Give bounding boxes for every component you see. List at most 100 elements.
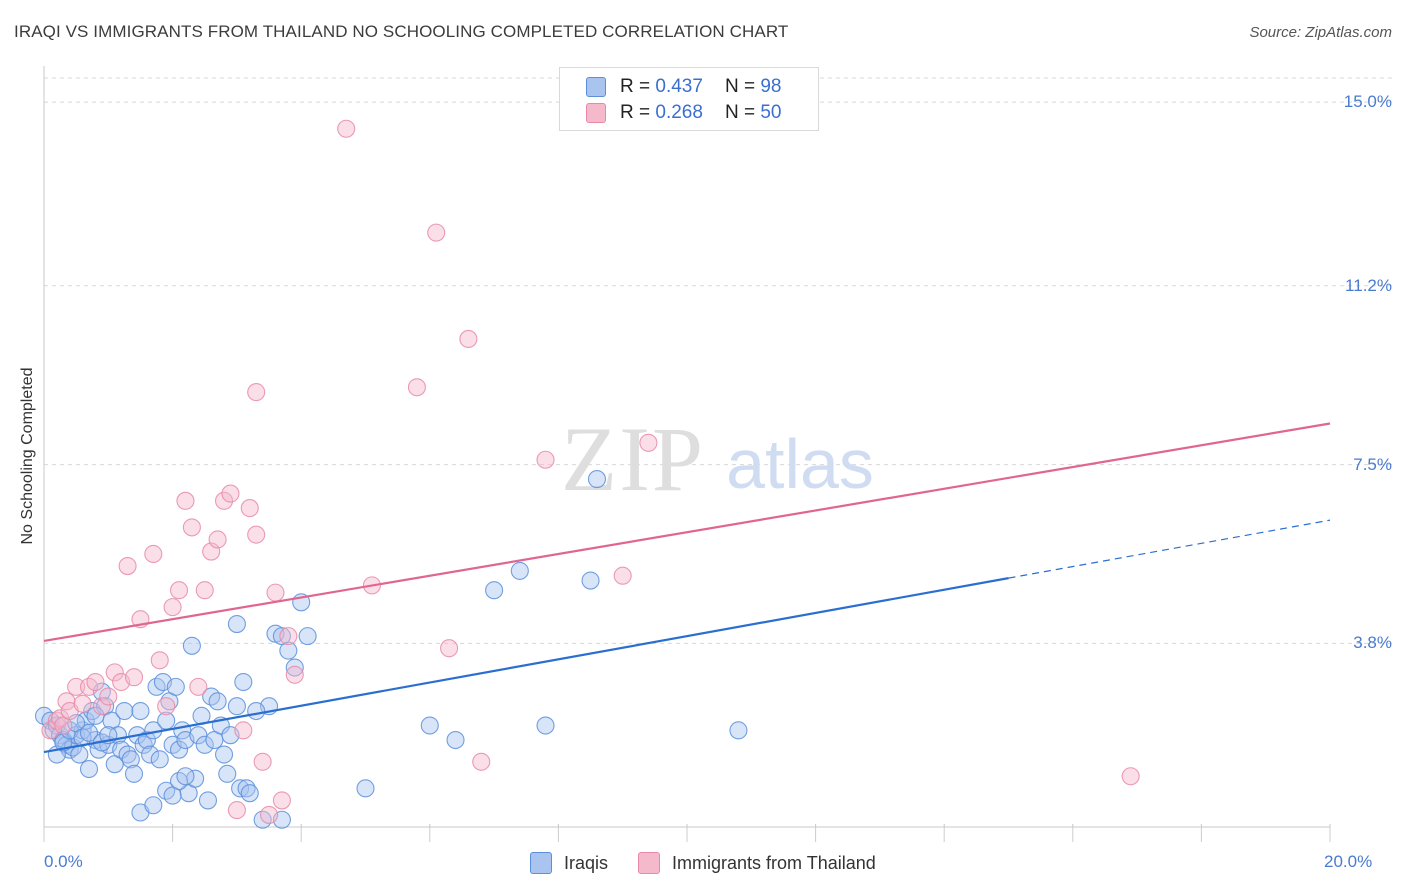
thailand-point-34 <box>253 752 272 771</box>
iraqis-point-50 <box>198 791 218 810</box>
iraqis-point-97 <box>247 701 266 721</box>
thailand-point-50 <box>536 450 555 469</box>
iraqis-point-84 <box>176 767 195 786</box>
iraqis-point-10 <box>70 745 89 764</box>
watermark-zip: ZIP <box>561 408 705 510</box>
thailand-point-29 <box>221 484 240 503</box>
legend-swatch-blue <box>586 77 606 97</box>
iraqis-point-25 <box>118 745 137 764</box>
thailand-point-17 <box>144 544 163 564</box>
thailand-trend-line <box>43 422 1331 643</box>
thailand-point-19 <box>157 697 176 716</box>
iraqis-point-59 <box>231 779 250 798</box>
series-swatch-blue <box>530 852 552 874</box>
series-label-iraqis: Iraqis <box>564 852 609 873</box>
thailand-point-9 <box>86 672 105 692</box>
legend-r-label: R = <box>620 76 651 97</box>
source-label: Source: ZipAtlas.com <box>1249 24 1392 41</box>
legend-row-thailand: R = 0.268 N = 50 <box>586 101 781 125</box>
series-legend: Iraqis Immigrants from Thailand <box>530 852 906 874</box>
iraqis-point-73 <box>485 581 504 600</box>
iraqis-point-92 <box>79 723 99 742</box>
iraqis-point-67 <box>285 658 304 677</box>
series-label-thailand: Immigrants from Thailand <box>672 852 876 873</box>
iraqis-point-69 <box>298 627 317 646</box>
iraqis-point-35 <box>150 750 169 769</box>
x-tick-min: 0.0% <box>44 852 83 871</box>
series-swatch-pink <box>638 852 661 874</box>
thailand-point-45 <box>440 639 459 658</box>
thailand-point-44 <box>407 378 426 397</box>
iraqis-point-53 <box>208 692 227 711</box>
thailand-point-28 <box>214 491 234 510</box>
thailand-point-22 <box>176 491 195 510</box>
y-tick-label: 3.8% <box>1353 633 1392 653</box>
iraqis-point-45 <box>182 636 201 655</box>
data-points <box>34 119 1140 829</box>
iraqis-point-75 <box>536 716 555 735</box>
thailand-point-48 <box>639 433 658 452</box>
iraqis-point-72 <box>446 730 465 750</box>
iraqis-point-32 <box>141 745 160 764</box>
watermark: ZIP atlas <box>561 408 874 510</box>
thailand-point-6 <box>67 677 86 696</box>
iraqis-point-74 <box>510 561 529 580</box>
thailand-point-30 <box>227 801 246 820</box>
thailand-point-49 <box>1121 767 1140 786</box>
thailand-point-7 <box>73 694 92 713</box>
iraqis-trend-line <box>43 577 1009 754</box>
iraqis-point-30 <box>134 735 153 754</box>
thailand-point-32 <box>240 499 259 518</box>
iraqis-point-13 <box>79 759 99 779</box>
iraqis-point-55 <box>214 745 234 764</box>
thailand-point-33 <box>247 525 266 544</box>
trend-lines <box>43 422 1331 754</box>
iraqis-point-41 <box>169 740 189 759</box>
watermark-atlas: atlas <box>726 425 874 503</box>
legend-r-label: R = <box>620 102 651 123</box>
iraqis-point-24 <box>115 701 134 721</box>
thailand-point-4 <box>57 692 76 711</box>
iraqis-point-80 <box>144 796 163 815</box>
legend-n-value: 50 <box>760 102 782 123</box>
thailand-point-39 <box>285 665 304 684</box>
iraqis-point-27 <box>124 764 144 783</box>
thailand-point-14 <box>118 557 137 576</box>
thailand-point-25 <box>195 581 214 600</box>
iraqis-point-77 <box>587 470 607 489</box>
iraqis-point-31 <box>137 730 156 750</box>
thailand-point-10 <box>92 697 111 716</box>
iraqis-point-26 <box>121 750 140 769</box>
thailand-point-21 <box>169 581 189 600</box>
iraqis-point-66 <box>279 641 298 660</box>
iraqis-point-62 <box>240 784 259 803</box>
thailand-point-42 <box>427 223 446 242</box>
series-legend-iraqis: Iraqis <box>530 852 608 874</box>
iraqis-point-40 <box>166 677 185 696</box>
iraqis-point-61 <box>237 779 256 798</box>
legend-row-iraqis: R = 0.437 N = 98 <box>586 75 781 99</box>
y-tick-label: 7.5% <box>1353 454 1392 474</box>
thailand-point-11 <box>99 687 118 706</box>
iraqis-point-78 <box>729 721 748 740</box>
legend-n-label: N = <box>724 102 756 123</box>
thailand-point-37 <box>272 791 291 810</box>
thailand-point-27 <box>208 530 227 549</box>
iraqis-point-70 <box>356 779 375 798</box>
legend-r-value: 0.437 <box>655 76 703 97</box>
legend-n-label: N = <box>724 76 756 97</box>
legend-n-value: 98 <box>760 76 782 97</box>
thailand-point-20 <box>163 598 182 617</box>
thailand-point-23 <box>182 518 201 537</box>
x-tick-max: 20.0% <box>1324 852 1373 871</box>
thailand-point-41 <box>337 119 356 138</box>
thailand-point-15 <box>124 668 144 687</box>
iraqis-point-93 <box>86 706 105 725</box>
thailand-point-43 <box>459 329 478 348</box>
thailand-point-51 <box>613 566 632 585</box>
iraqis-point-29 <box>131 701 150 721</box>
thailand-point-35 <box>259 805 279 824</box>
series-legend-thailand: Immigrants from Thailand <box>638 852 876 874</box>
y-tick-label: 15.0% <box>1343 92 1392 112</box>
